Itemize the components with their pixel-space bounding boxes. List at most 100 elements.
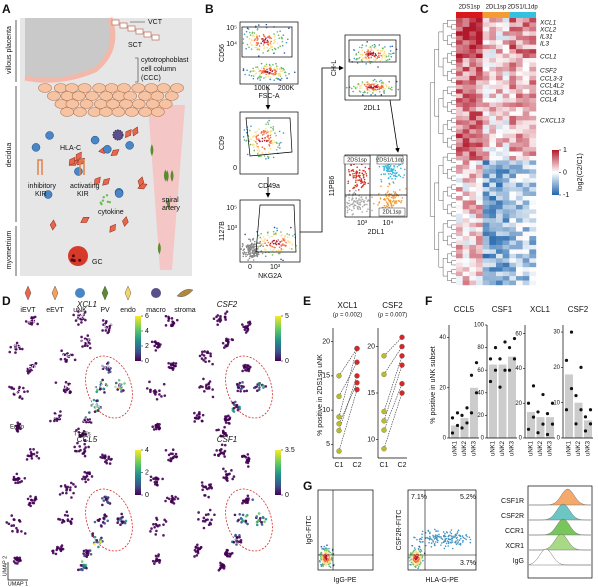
heat-cell: [496, 102, 503, 108]
event-dot: [247, 28, 250, 30]
event-dot: [253, 70, 256, 72]
event-dot: [364, 166, 367, 169]
heat-cell: [522, 133, 530, 139]
heat-cell: [482, 164, 490, 170]
heat-cell: [489, 178, 497, 183]
event-dot: [370, 56, 372, 59]
event-dot: [269, 130, 272, 133]
heat-cell: [522, 204, 530, 210]
heat-cell: [502, 231, 510, 237]
heat-cell: [482, 249, 490, 255]
heat-cell: [496, 236, 503, 241]
event-dot: [359, 208, 362, 210]
event-dot: [267, 134, 270, 137]
umap-dot: [69, 520, 72, 523]
legend-icon: [124, 285, 132, 301]
axis-label: 2DL1: [368, 229, 385, 236]
umap-dot: [119, 523, 122, 527]
event-dot: [374, 53, 377, 55]
umap-dot: [65, 510, 69, 514]
event-dot: [414, 566, 417, 568]
heat-cell: [462, 280, 470, 286]
pair-line: [338, 375, 358, 431]
label: SCT: [128, 42, 143, 49]
event-dot: [263, 39, 265, 42]
heat-cell: [456, 58, 463, 63]
event-dot: [389, 165, 391, 168]
event-dot: [265, 123, 267, 125]
event-dot: [434, 534, 437, 537]
heat-cell: [482, 35, 490, 41]
heat-cell: [496, 111, 503, 117]
event-dot: [382, 84, 385, 87]
heat-cell: [462, 71, 470, 77]
event-dot: [400, 199, 403, 202]
heat-cell: [462, 49, 470, 54]
umap-dot: [102, 387, 105, 390]
event-dot: [253, 32, 256, 34]
umap-dot: [163, 394, 167, 397]
event-dot: [245, 140, 247, 142]
event-dot: [411, 544, 413, 547]
event-dot: [263, 147, 266, 150]
heat-cell: [482, 44, 490, 50]
event-dot: [371, 52, 374, 55]
heat-cell: [509, 124, 517, 130]
event-dot: [282, 239, 285, 241]
event-dot: [242, 68, 245, 70]
heat-cell: [489, 107, 497, 112]
event-dot: [366, 200, 369, 203]
umap-dot: [73, 445, 76, 449]
heat-cell: [509, 138, 517, 143]
heat-cell: [509, 187, 517, 192]
event-dot: [354, 181, 357, 183]
dendrogram: [447, 235, 452, 246]
umap-dot: [157, 558, 160, 562]
heat-cell: [462, 209, 470, 214]
donor-point: [536, 410, 540, 414]
event-dot: [266, 140, 268, 143]
gate: [245, 117, 293, 157]
heat-cell: [456, 151, 463, 157]
heat-cell: [529, 204, 537, 210]
heat-cell: [516, 98, 523, 103]
y-tick-label: 100: [474, 323, 485, 329]
pair-line: [383, 337, 403, 357]
event-dot: [419, 548, 422, 551]
event-dot: [257, 128, 260, 130]
event-dot: [247, 251, 250, 254]
umap-dot: [240, 323, 244, 326]
event-dot: [320, 564, 323, 567]
ccc-cell: [119, 99, 133, 109]
event-dot: [248, 257, 251, 260]
heat-cell: [476, 240, 483, 246]
umap-dot: [51, 549, 54, 553]
heat-cell: [529, 62, 537, 68]
event-dot: [346, 86, 348, 89]
event-dot: [267, 123, 270, 125]
cluster-label: uNK2: [94, 385, 110, 391]
heat-cell: [462, 62, 470, 68]
event-dot: [281, 234, 283, 236]
event-dot: [269, 69, 272, 72]
heat-cell: [462, 93, 470, 99]
event-dot: [242, 42, 245, 44]
event-dot: [362, 200, 365, 203]
umap-dot: [61, 491, 65, 495]
umap-dot: [30, 454, 33, 458]
event-dot: [349, 174, 351, 176]
heat-cell: [456, 18, 463, 23]
event-dot: [270, 65, 272, 68]
column-label: 2DL1sp: [486, 5, 507, 11]
event-dot: [394, 172, 396, 174]
heat-cell: [462, 204, 470, 210]
umap-dot: [204, 486, 207, 489]
heat-cell: [516, 62, 523, 68]
tick-label: 10³: [270, 264, 281, 271]
event-dot: [361, 211, 363, 213]
umap-dot: [105, 326, 109, 329]
umap-dot: [85, 555, 89, 559]
donor-point: [493, 368, 498, 372]
donor-point: [450, 416, 455, 420]
heat-cell: [529, 249, 537, 255]
